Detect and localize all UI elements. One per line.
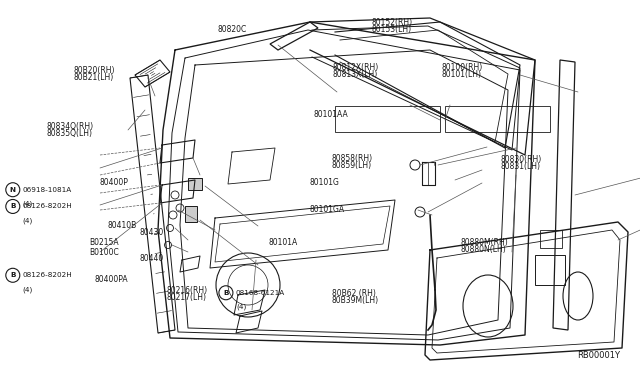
Bar (185, 206, 197, 222)
Text: 80813X(LH): 80813X(LH) (333, 70, 378, 79)
Text: B: B (10, 203, 15, 209)
Text: 80101(LH): 80101(LH) (442, 70, 481, 79)
Text: 80400PA: 80400PA (95, 275, 129, 284)
Bar (188, 178, 202, 190)
Text: (4): (4) (23, 217, 33, 224)
Text: 80152(RH): 80152(RH) (371, 18, 412, 27)
Text: 80101A: 80101A (269, 238, 298, 247)
Text: 80B39M(LH): 80B39M(LH) (332, 296, 379, 305)
Text: B0100C: B0100C (90, 248, 119, 257)
Text: 80430: 80430 (140, 228, 164, 237)
Text: 80101GA: 80101GA (310, 205, 345, 214)
Text: 80217(LH): 80217(LH) (166, 293, 206, 302)
Text: (4): (4) (23, 201, 33, 207)
Bar (535, 255, 565, 285)
Text: B: B (10, 272, 15, 278)
Text: 80834Q(RH): 80834Q(RH) (46, 122, 93, 131)
Text: 80859(LH): 80859(LH) (332, 161, 372, 170)
Text: 80831(LH): 80831(LH) (500, 162, 540, 171)
Text: N: N (10, 187, 16, 193)
Text: 80153(LH): 80153(LH) (371, 25, 412, 33)
Text: 80101AA: 80101AA (314, 110, 348, 119)
Text: 80B20(RH): 80B20(RH) (74, 66, 115, 75)
Text: 80812X(RH): 80812X(RH) (333, 63, 379, 72)
Text: 80400P: 80400P (99, 178, 128, 187)
Text: 80880N(LH): 80880N(LH) (461, 245, 506, 254)
Text: 80101G: 80101G (310, 178, 340, 187)
Text: (4): (4) (23, 286, 33, 292)
Text: B: B (223, 290, 228, 296)
Text: 80216(RH): 80216(RH) (166, 286, 207, 295)
Text: 80880M(RH): 80880M(RH) (461, 238, 509, 247)
Text: RB00001Y: RB00001Y (577, 351, 620, 360)
Text: 80440: 80440 (140, 254, 164, 263)
Text: 80410B: 80410B (108, 221, 137, 230)
Bar (540, 230, 562, 248)
Text: (4): (4) (236, 304, 246, 310)
Text: 08126-8202H: 08126-8202H (23, 272, 72, 278)
Text: 80100(RH): 80100(RH) (442, 63, 483, 72)
Text: 06918-1081A: 06918-1081A (23, 187, 72, 193)
Text: 80B21(LH): 80B21(LH) (74, 73, 114, 82)
Text: 80858(RH): 80858(RH) (332, 154, 372, 163)
Text: 80830(RH): 80830(RH) (500, 155, 541, 164)
Text: 80820C: 80820C (218, 25, 247, 34)
Text: 80835Q(LH): 80835Q(LH) (46, 129, 92, 138)
Text: 08126-8202H: 08126-8202H (23, 203, 72, 209)
Text: 80B62 (RH): 80B62 (RH) (332, 289, 376, 298)
Text: B0215A: B0215A (90, 238, 119, 247)
Text: 08168-6121A: 08168-6121A (236, 290, 285, 296)
